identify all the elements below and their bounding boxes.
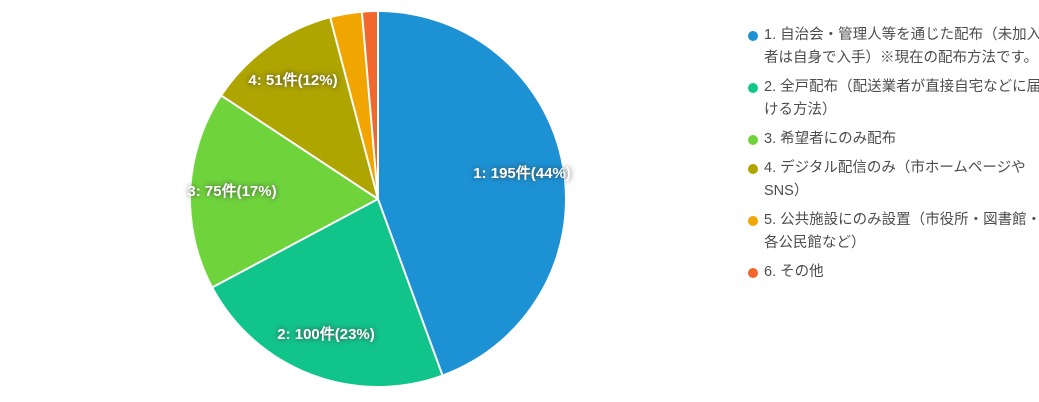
svg-text:1: 195件(44%): 1: 195件(44%) [473, 164, 571, 182]
svg-text:4: 51件(12%): 4: 51件(12%) [248, 71, 337, 89]
svg-text:3: 75件(17%): 3: 75件(17%) [187, 182, 276, 200]
svg-text:2: 100件(23%): 2: 100件(23%) [277, 325, 375, 343]
